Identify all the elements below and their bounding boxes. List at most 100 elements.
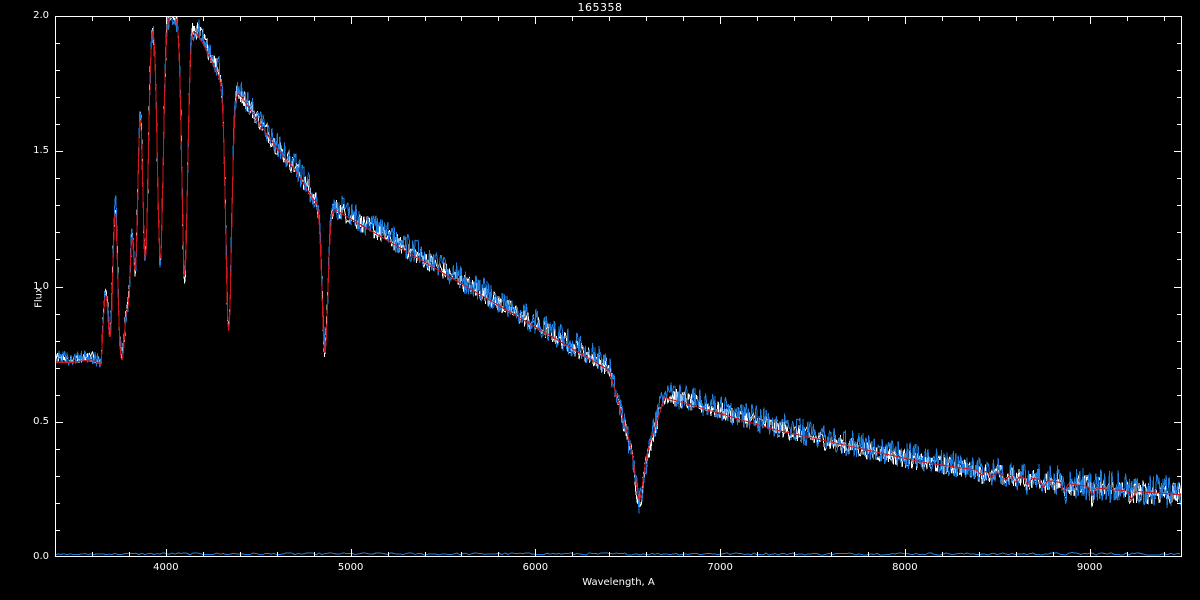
- tick-mark: [1177, 70, 1182, 71]
- tick-mark: [55, 422, 63, 423]
- tick-mark: [55, 449, 60, 450]
- tick-mark: [1177, 259, 1182, 260]
- tick-mark: [831, 16, 832, 21]
- tick-mark: [55, 476, 60, 477]
- tick-mark: [314, 552, 315, 557]
- tick-mark: [720, 16, 721, 24]
- tick-mark: [55, 124, 60, 125]
- tick-mark: [1177, 232, 1182, 233]
- tick-mark: [388, 16, 389, 21]
- tick-mark: [1164, 552, 1165, 557]
- tick-mark: [166, 549, 167, 557]
- tick-mark: [1177, 530, 1182, 531]
- tick-mark: [425, 552, 426, 557]
- tick-mark: [720, 549, 721, 557]
- tick-mark: [129, 552, 130, 557]
- tick-mark: [1177, 205, 1182, 206]
- tick-mark: [609, 552, 610, 557]
- tick-mark: [757, 16, 758, 21]
- tick-mark: [572, 16, 573, 21]
- tick-mark: [1016, 16, 1017, 21]
- tick-mark: [1177, 97, 1182, 98]
- tick-mark: [461, 16, 462, 21]
- tick-mark: [1090, 16, 1091, 24]
- tick-mark: [55, 205, 60, 206]
- tick-mark: [1177, 476, 1182, 477]
- tick-mark: [831, 552, 832, 557]
- tick-mark: [55, 232, 60, 233]
- axes-frame: [55, 16, 1182, 557]
- tick-mark: [1174, 422, 1182, 423]
- x-axis-label: Wavelength, A: [582, 577, 655, 588]
- tick-mark: [92, 16, 93, 21]
- x-tick-label: 8000: [892, 562, 918, 573]
- tick-mark: [351, 16, 352, 24]
- y-tick-label: 0.5: [33, 415, 49, 427]
- tick-mark: [1053, 16, 1054, 21]
- tick-mark: [1177, 449, 1182, 450]
- tick-mark: [55, 178, 60, 179]
- tick-mark: [129, 16, 130, 21]
- x-tick-label: 9000: [1076, 562, 1103, 573]
- x-tick-label: 4000: [153, 562, 179, 573]
- tick-mark: [55, 395, 60, 396]
- tick-mark: [55, 97, 60, 98]
- tick-mark: [646, 16, 647, 21]
- tick-mark: [240, 552, 241, 557]
- tick-mark: [240, 16, 241, 21]
- tick-mark: [905, 549, 906, 557]
- tick-mark: [498, 16, 499, 21]
- tick-mark: [868, 16, 869, 21]
- y-tick-label: 1.5: [33, 145, 49, 157]
- tick-mark: [757, 552, 758, 557]
- spectrum-canvas: [55, 16, 1182, 557]
- tick-mark: [1164, 16, 1165, 21]
- tick-mark: [1090, 549, 1091, 557]
- tick-mark: [535, 549, 536, 557]
- tick-mark: [794, 552, 795, 557]
- tick-mark: [1127, 552, 1128, 557]
- tick-mark: [979, 16, 980, 21]
- tick-mark: [942, 552, 943, 557]
- tick-mark: [1177, 395, 1182, 396]
- tick-mark: [1177, 341, 1182, 342]
- tick-mark: [609, 16, 610, 21]
- tick-mark: [55, 314, 60, 315]
- tick-mark: [55, 287, 63, 288]
- tick-mark: [55, 151, 63, 152]
- tick-mark: [351, 549, 352, 557]
- tick-mark: [1174, 151, 1182, 152]
- observed-spectrum: [55, 16, 1182, 510]
- tick-mark: [535, 16, 536, 24]
- tick-mark: [905, 16, 906, 24]
- tick-mark: [868, 552, 869, 557]
- tick-mark: [1177, 178, 1182, 179]
- tick-mark: [55, 368, 60, 369]
- y-tick-label: 1.0: [33, 280, 49, 292]
- spectrum-traces: [55, 16, 1182, 556]
- tick-mark: [1127, 16, 1128, 21]
- tick-mark: [1177, 368, 1182, 369]
- tick-mark: [1177, 124, 1182, 125]
- tick-mark: [388, 552, 389, 557]
- tick-mark: [1177, 314, 1182, 315]
- tick-mark: [166, 16, 167, 24]
- y-axis-label: Flux: [33, 287, 45, 308]
- tick-mark: [203, 16, 204, 21]
- tick-mark: [1177, 43, 1182, 44]
- smooth-continuum: [55, 16, 1182, 501]
- tick-mark: [646, 552, 647, 557]
- tick-mark: [55, 341, 60, 342]
- y-tick-label: 2.0: [33, 10, 49, 21]
- plot-area: Flux Wavelength, A 0.0 0.5 1.0 1.5 2.0 4000 5…: [33, 11, 1182, 588]
- tick-mark: [794, 16, 795, 21]
- tick-mark: [425, 16, 426, 21]
- y-tick-label: 0.0: [33, 551, 49, 562]
- tick-mark: [683, 552, 684, 557]
- tick-mark: [1174, 287, 1182, 288]
- tick-mark: [461, 552, 462, 557]
- x-tick-label: 6000: [522, 562, 549, 573]
- tick-mark: [1016, 552, 1017, 557]
- tick-mark: [572, 552, 573, 557]
